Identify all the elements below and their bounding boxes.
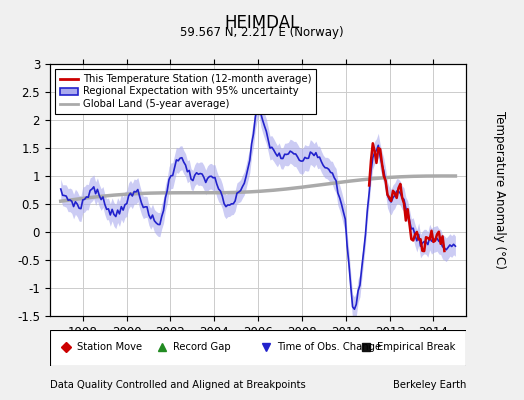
Text: Data Quality Controlled and Aligned at Breakpoints: Data Quality Controlled and Aligned at B… — [50, 380, 305, 390]
Text: Station Move: Station Move — [77, 342, 142, 352]
Text: Record Gap: Record Gap — [173, 342, 230, 352]
Text: Berkeley Earth: Berkeley Earth — [393, 380, 466, 390]
Text: 59.567 N, 2.217 E (Norway): 59.567 N, 2.217 E (Norway) — [180, 26, 344, 39]
Text: Time of Obs. Change: Time of Obs. Change — [277, 342, 381, 352]
Text: HEIMDAL: HEIMDAL — [224, 14, 300, 32]
Text: Empirical Break: Empirical Break — [377, 342, 455, 352]
Legend: This Temperature Station (12-month average), Regional Expectation with 95% uncer: This Temperature Station (12-month avera… — [55, 69, 316, 114]
Y-axis label: Temperature Anomaly (°C): Temperature Anomaly (°C) — [493, 111, 506, 269]
